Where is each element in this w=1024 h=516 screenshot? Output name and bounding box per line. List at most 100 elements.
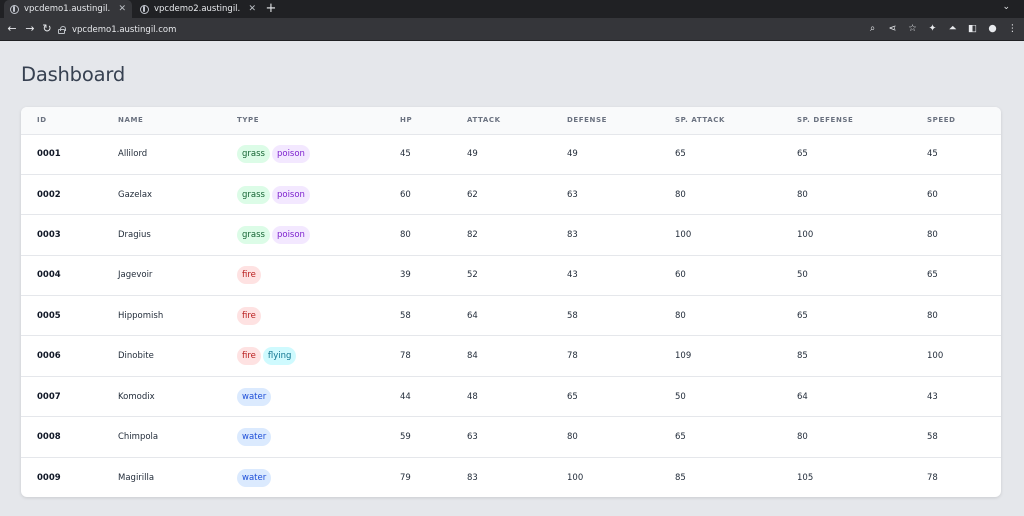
cell-name: Dragius [118, 229, 151, 240]
cell-name: Gazelax [118, 189, 153, 200]
table-row: 0004 Jagevoir fire 39 52 43 60 50 65 [21, 255, 1001, 296]
cell-name: Allilord [118, 149, 148, 160]
type-badge-fire: fire [237, 266, 261, 285]
cell-attack: 49 [467, 149, 478, 160]
cell-sp-attack: 80 [675, 189, 686, 200]
cell-sp-attack: 80 [675, 310, 686, 321]
cell-id: 0006 [37, 351, 61, 362]
cell-id: 0004 [37, 270, 61, 281]
type-badge-flying: flying [262, 347, 297, 366]
browser-tab-strip: vpcdemo1.austingil.com ✕ vpcdemo2.austin… [0, 0, 1024, 18]
reload-button[interactable]: ↻ [42, 22, 52, 35]
cell-defense: 80 [567, 431, 578, 442]
column-header-type: TYPE [237, 107, 400, 135]
cell-hp: 39 [400, 270, 411, 281]
cell-name: Magirilla [118, 472, 155, 483]
cell-name: Chimpola [118, 431, 159, 442]
type-badge-grass: grass [237, 225, 270, 244]
cell-speed: 43 [927, 391, 938, 402]
bookmark-star-icon[interactable]: ☆ [908, 23, 917, 34]
cell-speed: 78 [927, 472, 938, 483]
cell-id: 0008 [37, 431, 61, 442]
table-row: 0008 Chimpola water 59 63 80 65 80 58 [21, 417, 1001, 458]
cell-sp-defense: 80 [797, 189, 808, 200]
cell-sp-attack: 65 [675, 431, 686, 442]
profile-icon[interactable]: ● [988, 23, 997, 34]
type-badge-poison: poison [271, 185, 310, 204]
cell-hp: 60 [400, 189, 411, 200]
cell-speed: 60 [927, 189, 938, 200]
tab-close-icon[interactable]: ✕ [248, 4, 256, 14]
cell-id: 0002 [37, 189, 61, 200]
cell-type: water [237, 417, 400, 457]
cell-sp-attack: 85 [675, 472, 686, 483]
tab-close-icon[interactable]: ✕ [118, 4, 126, 14]
cell-defense: 58 [567, 310, 578, 321]
cell-defense: 78 [567, 351, 578, 362]
type-badge-poison: poison [271, 225, 310, 244]
table-row: 0005 Hippomish fire 58 64 58 80 65 80 [21, 296, 1001, 336]
cell-type: water [237, 376, 400, 416]
extensions-puzzle-icon[interactable]: ✦ [928, 23, 937, 34]
cell-name: Hippomish [118, 310, 164, 321]
cell-hp: 80 [400, 229, 411, 240]
cell-sp-defense: 65 [797, 310, 808, 321]
cell-type: grass poison [237, 134, 400, 174]
type-badge-water: water [237, 387, 272, 406]
table-body: 0001 Allilord grass poison 45 49 49 65 65 45 0002 G… [21, 134, 1001, 497]
column-header-attack: ATTACK [467, 107, 567, 135]
cell-name: Jagevoir [118, 270, 153, 281]
new-tab-button[interactable]: + [265, 1, 277, 16]
cell-speed: 65 [927, 270, 938, 281]
extension-icon[interactable]: ⏶ [948, 23, 957, 34]
type-badge-fire: fire [237, 347, 261, 366]
column-header-id: ID [21, 107, 118, 135]
column-header-speed: SPEED [927, 107, 1001, 135]
address-bar-url[interactable]: vpcdemo1.austingil.com [72, 24, 177, 35]
cell-speed: 80 [927, 310, 938, 321]
tab-search-chevron-icon[interactable]: ⌄ [1002, 2, 1010, 12]
cell-defense: 43 [567, 270, 578, 281]
cell-sp-defense: 105 [797, 472, 814, 483]
cell-hp: 58 [400, 310, 411, 321]
browser-tab-vpcdemo2[interactable]: vpcdemo2.austingil.com ✕ [134, 0, 262, 18]
table-row: 0007 Komodix water 44 48 65 50 64 43 [21, 376, 1001, 417]
cell-hp: 79 [400, 472, 411, 483]
column-header-sp-defense: SP. DEFENSE [797, 107, 927, 135]
pokemon-table: ID NAME TYPE HP ATTACK DEFENSE SP. ATTAC… [21, 107, 1001, 497]
cell-type: fire [237, 296, 400, 336]
browser-tab-vpcdemo1[interactable]: vpcdemo1.austingil.com ✕ [4, 0, 132, 18]
cell-type: fire flying [237, 336, 400, 376]
type-badge-water: water [237, 468, 272, 487]
cell-name: Dinobite [118, 351, 154, 362]
zoom-icon[interactable]: ⌕ [869, 23, 876, 34]
cell-sp-defense: 100 [797, 229, 814, 240]
cell-speed: 80 [927, 229, 938, 240]
cell-sp-defense: 80 [797, 431, 808, 442]
browser-toolbar: ← → ↻ vpcdemo1.austingil.com ⌕ ⋖ ☆ ✦ ⏶ ◧… [0, 18, 1024, 41]
cell-sp-defense: 50 [797, 270, 808, 281]
table-row: 0003 Dragius grass poison 80 82 83 100 100 80 [21, 215, 1001, 256]
side-panel-icon[interactable]: ◧ [968, 23, 977, 34]
share-icon[interactable]: ⋖ [888, 23, 897, 34]
cell-id: 0007 [37, 391, 61, 402]
address-bar[interactable]: vpcdemo1.austingil.com [58, 21, 878, 38]
forward-button[interactable]: → [25, 22, 35, 35]
cell-defense: 83 [567, 229, 578, 240]
table-row: 0002 Gazelax grass poison 60 62 63 80 80 60 [21, 174, 1001, 215]
cell-id: 0001 [37, 149, 61, 160]
cell-speed: 58 [927, 431, 938, 442]
browser-menu-icon[interactable]: ⋮ [1007, 23, 1018, 34]
table-header-row: ID NAME TYPE HP ATTACK DEFENSE SP. ATTAC… [21, 107, 1001, 135]
cell-hp: 45 [400, 149, 411, 160]
cell-id: 0005 [37, 310, 61, 321]
cell-id: 0009 [37, 472, 61, 483]
toolbar-icons: ⌕ ⋖ ☆ ✦ ⏶ ◧ ● ⋮ [867, 22, 1018, 36]
back-button[interactable]: ← [7, 22, 17, 35]
lock-icon[interactable] [58, 25, 66, 34]
column-header-name: NAME [118, 107, 237, 135]
cell-id: 0003 [37, 229, 61, 240]
cell-sp-defense: 85 [797, 351, 808, 362]
cell-attack: 48 [467, 391, 478, 402]
type-badge-grass: grass [237, 185, 270, 204]
